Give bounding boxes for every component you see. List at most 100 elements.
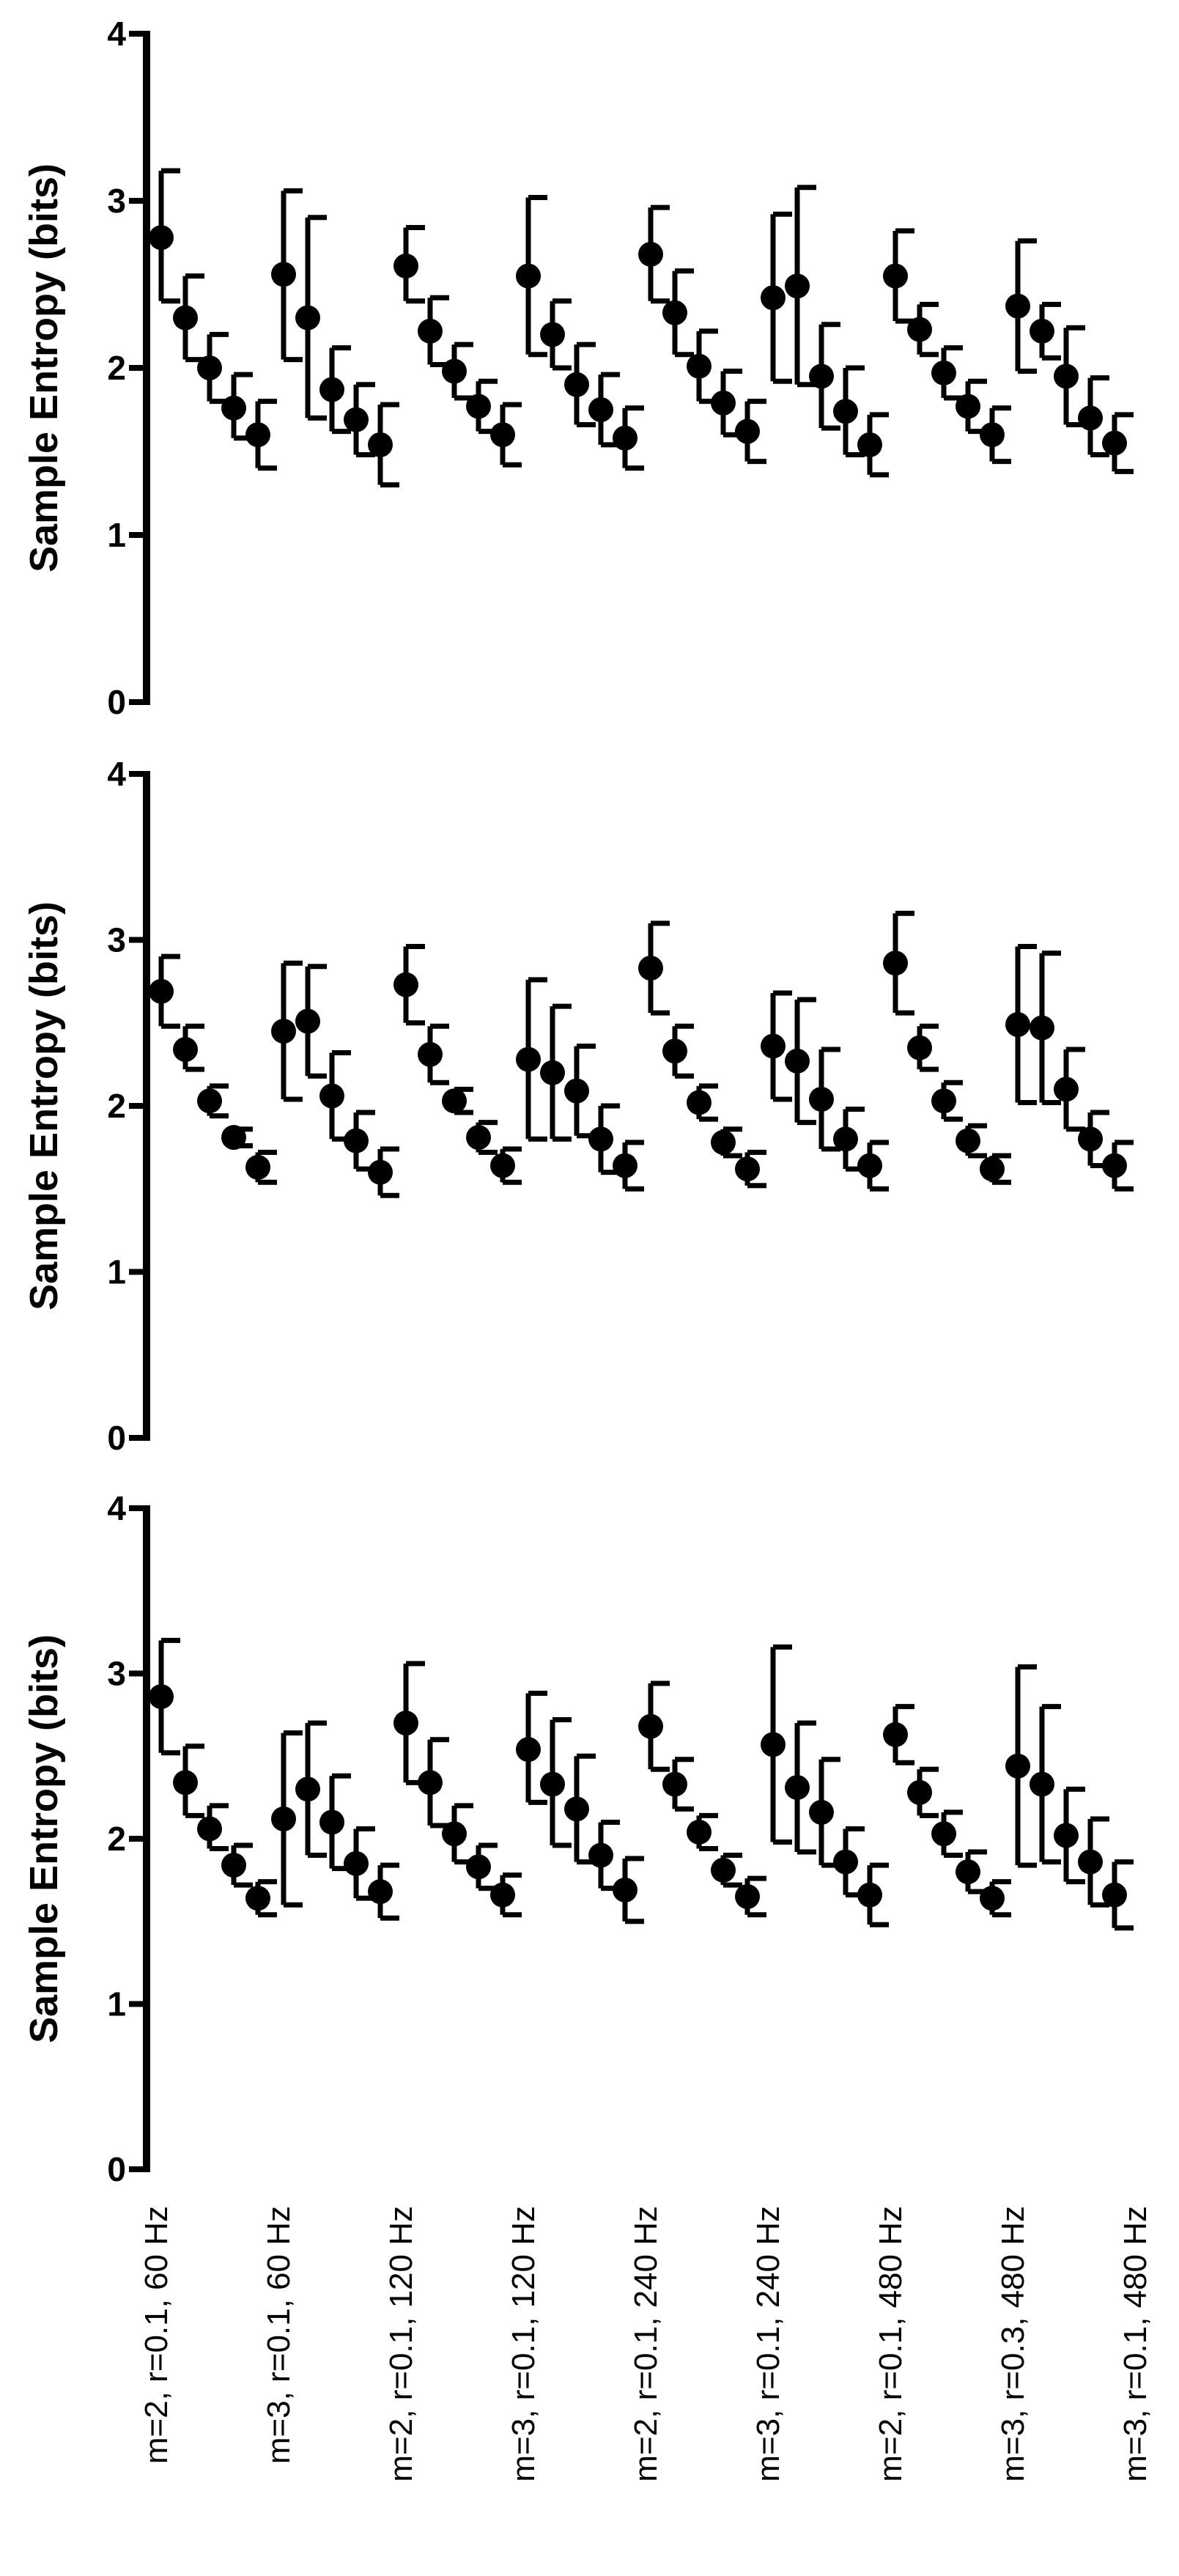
data-point xyxy=(907,1035,932,1060)
data-point xyxy=(687,353,712,379)
data-point xyxy=(442,358,467,384)
data-point xyxy=(956,1128,980,1154)
data-point xyxy=(883,951,908,976)
data-point xyxy=(857,432,882,457)
data-point xyxy=(809,1086,834,1112)
data-point xyxy=(588,397,613,422)
y-tick-label: 0 xyxy=(107,2150,126,2188)
data-point xyxy=(833,1849,858,1875)
data-point xyxy=(761,285,786,311)
y-tick-label: 0 xyxy=(107,1419,126,1457)
data-point xyxy=(735,1883,760,1909)
data-point xyxy=(245,1886,270,1911)
data-point xyxy=(173,1770,198,1796)
data-point xyxy=(833,1126,858,1152)
data-point xyxy=(271,1019,296,1044)
data-point xyxy=(809,363,834,389)
data-point xyxy=(442,1821,467,1847)
data-point xyxy=(1102,1153,1127,1178)
data-point xyxy=(711,1857,736,1883)
y-axis-label: Sample Entropy (bits) xyxy=(22,901,66,1310)
y-tick-label: 4 xyxy=(107,755,126,793)
data-point xyxy=(735,1156,760,1182)
data-point xyxy=(149,978,174,1004)
data-point xyxy=(490,422,515,448)
data-point xyxy=(1102,1882,1127,1908)
y-tick-label: 2 xyxy=(107,1087,126,1125)
data-point xyxy=(197,1816,222,1842)
data-point xyxy=(295,1776,320,1802)
data-point xyxy=(319,1083,344,1109)
data-point xyxy=(1102,430,1127,456)
x-category-label: m=3, r=0.1, 120 Hz xyxy=(506,2206,542,2482)
data-point xyxy=(197,355,222,380)
y-tick-label: 1 xyxy=(107,1253,126,1291)
x-category-label: m=2, r=0.1, 480 Hz xyxy=(873,2206,909,2482)
data-point xyxy=(1005,1012,1030,1038)
data-point xyxy=(490,1882,515,1908)
data-point xyxy=(809,1799,834,1825)
data-point xyxy=(319,377,344,402)
data-point xyxy=(245,422,270,448)
data-point xyxy=(149,1684,174,1710)
data-point xyxy=(393,253,418,278)
data-point xyxy=(956,1859,980,1885)
data-point xyxy=(1030,318,1054,344)
data-point xyxy=(1054,1077,1079,1102)
data-point xyxy=(490,1153,515,1178)
data-point xyxy=(393,1710,418,1736)
data-point xyxy=(907,1779,932,1805)
data-point xyxy=(857,1882,882,1908)
data-point xyxy=(931,360,956,385)
data-point xyxy=(761,1033,786,1059)
data-point xyxy=(466,1125,491,1151)
data-point xyxy=(149,225,174,251)
data-point xyxy=(393,972,418,997)
x-category-label: m=3, r=0.3, 480 Hz xyxy=(995,2206,1031,2482)
data-point xyxy=(245,1154,270,1180)
data-point xyxy=(1078,1126,1103,1152)
data-point xyxy=(1078,405,1103,431)
data-point xyxy=(516,1047,541,1072)
data-point xyxy=(418,318,443,344)
data-point xyxy=(833,399,858,424)
data-point xyxy=(221,395,246,421)
data-point xyxy=(540,1060,565,1085)
data-point xyxy=(613,425,637,451)
x-category-label: m=3, r=0.1, 240 Hz xyxy=(750,2206,786,2482)
data-point xyxy=(613,1877,637,1903)
data-point xyxy=(662,300,687,325)
data-point xyxy=(564,1796,589,1822)
data-point xyxy=(638,241,663,267)
data-point xyxy=(711,390,736,416)
data-point xyxy=(271,262,296,287)
data-point xyxy=(735,418,760,444)
y-tick-label: 0 xyxy=(107,683,126,721)
data-point xyxy=(173,305,198,331)
data-point xyxy=(638,956,663,981)
data-point xyxy=(221,1853,246,1878)
data-point xyxy=(271,1806,296,1831)
data-point xyxy=(344,1128,369,1154)
x-category-label: m=2, r=0.1, 240 Hz xyxy=(628,2206,664,2482)
data-point xyxy=(344,407,369,432)
y-tick-label: 3 xyxy=(107,921,126,959)
data-point xyxy=(883,1721,908,1747)
data-point xyxy=(466,1854,491,1880)
data-point xyxy=(785,1048,810,1074)
data-point xyxy=(931,1821,956,1847)
y-axis-label: Sample Entropy (bits) xyxy=(22,1634,66,2043)
data-point xyxy=(540,1771,565,1797)
data-point xyxy=(516,1737,541,1763)
data-point xyxy=(687,1090,712,1115)
y-tick-label: 2 xyxy=(107,1820,126,1858)
data-point xyxy=(1030,1771,1054,1797)
data-point xyxy=(1054,1823,1079,1848)
data-point xyxy=(785,273,810,299)
data-point xyxy=(368,1159,393,1185)
y-axis-label: Sample Entropy (bits) xyxy=(22,163,66,572)
y-tick-label: 3 xyxy=(107,182,126,220)
data-point xyxy=(687,1819,712,1845)
data-point xyxy=(344,1850,369,1876)
data-point xyxy=(588,1126,613,1152)
